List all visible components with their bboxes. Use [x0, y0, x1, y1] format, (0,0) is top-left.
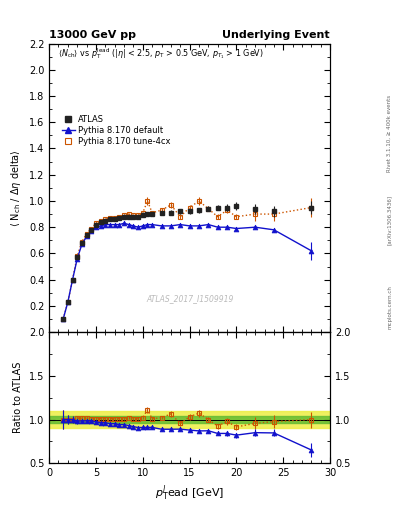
X-axis label: $p_{\mathrm{T}}^{l}$ead [GeV]: $p_{\mathrm{T}}^{l}$ead [GeV] — [155, 484, 224, 503]
Y-axis label: Ratio to ATLAS: Ratio to ATLAS — [13, 362, 23, 434]
Text: ATLAS_2017_I1509919: ATLAS_2017_I1509919 — [146, 294, 233, 303]
Text: Rivet 3.1.10, ≥ 400k events: Rivet 3.1.10, ≥ 400k events — [387, 95, 392, 172]
Bar — [49, 416, 330, 423]
Text: mcplots.cern.ch: mcplots.cern.ch — [387, 285, 392, 329]
Legend: ATLAS, Pythia 8.170 default, Pythia 8.170 tune-4cx: ATLAS, Pythia 8.170 default, Pythia 8.17… — [59, 111, 174, 149]
Y-axis label: $\langle$ N$_{\mathrm{ch}}$ / $\Delta\eta$ delta$\rangle$: $\langle$ N$_{\mathrm{ch}}$ / $\Delta\et… — [9, 149, 23, 227]
Text: $\langle N_\mathrm{ch}\rangle$ vs $p_\mathrm{T}^{\mathrm{lead}}$ ($|\eta|$ < 2.5: $\langle N_\mathrm{ch}\rangle$ vs $p_\ma… — [57, 47, 263, 61]
Bar — [49, 411, 330, 429]
Text: 13000 GeV pp: 13000 GeV pp — [49, 30, 136, 40]
Text: Underlying Event: Underlying Event — [222, 30, 330, 40]
Text: [arXiv:1306.3436]: [arXiv:1306.3436] — [387, 195, 392, 245]
